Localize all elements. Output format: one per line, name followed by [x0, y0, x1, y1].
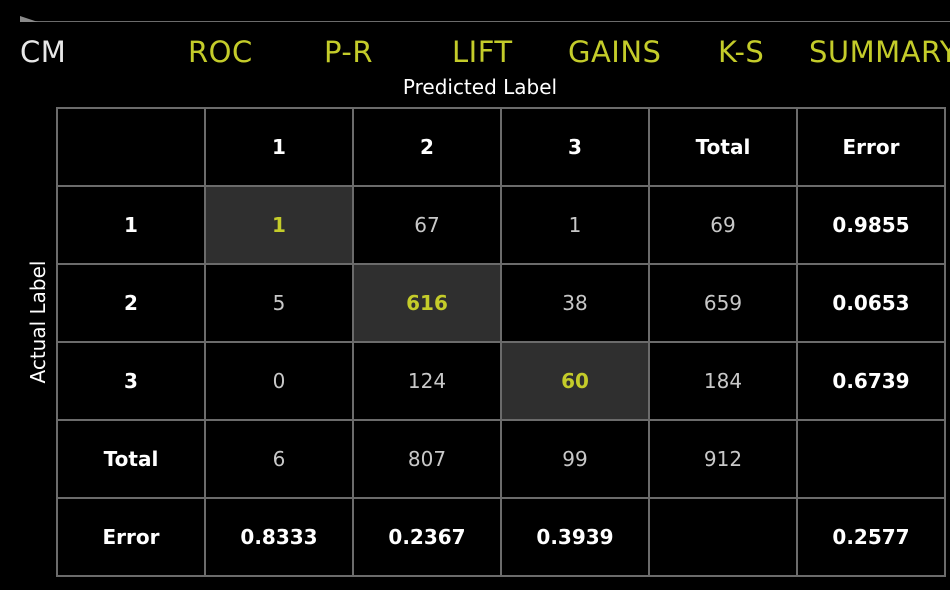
matrix-total-row: Total 6 807 99 912 — [56, 419, 946, 499]
total-cell: 807 — [352, 419, 502, 499]
row-label: 3 — [56, 341, 206, 421]
tab-bar: CM ROC P-R LIFT GAINS K-S SUMMARY — [0, 30, 950, 74]
matrix-cell: 38 — [500, 263, 650, 343]
header-cell: 1 — [204, 107, 354, 187]
matrix-row: 1 1 67 1 69 0.9855 — [56, 185, 946, 265]
row-label: 2 — [56, 263, 206, 343]
matrix-row: 3 0 124 60 184 0.6739 — [56, 341, 946, 421]
header-cell: Error — [796, 107, 946, 187]
matrix-cell: 67 — [352, 185, 502, 265]
error-cell: 0.9855 — [796, 185, 946, 265]
actual-label-text: Actual Label — [26, 260, 50, 384]
diagonal-cell: 60 — [500, 341, 650, 421]
matrix-error-row: Error 0.8333 0.2367 0.3939 0.2577 — [56, 497, 946, 577]
empty-cell — [796, 419, 946, 499]
confusion-matrix: 1 2 3 Total Error 1 1 67 1 69 0.9855 2 5… — [56, 107, 946, 577]
tab-gains[interactable]: GAINS — [568, 35, 662, 69]
matrix-cell: 5 — [204, 263, 354, 343]
error-cell: 0.2367 — [352, 497, 502, 577]
corner-marker — [20, 16, 38, 22]
row-label: Total — [56, 419, 206, 499]
header-cell: 2 — [352, 107, 502, 187]
tab-roc[interactable]: ROC — [188, 35, 253, 69]
tab-p-r[interactable]: P-R — [324, 35, 373, 69]
matrix-cell: 1 — [500, 185, 650, 265]
row-label: 1 — [56, 185, 206, 265]
header-cell: Total — [648, 107, 798, 187]
tab-lift[interactable]: LIFT — [452, 35, 513, 69]
error-cell: 0.3939 — [500, 497, 650, 577]
diagonal-cell: 616 — [352, 263, 502, 343]
total-cell: 184 — [648, 341, 798, 421]
diagonal-cell: 1 — [204, 185, 354, 265]
tab-summary[interactable]: SUMMARY — [809, 35, 950, 69]
overall-error-cell: 0.2577 — [796, 497, 946, 577]
error-cell: 0.8333 — [204, 497, 354, 577]
header-corner-cell — [56, 107, 206, 187]
matrix-header-row: 1 2 3 Total Error — [56, 107, 946, 187]
empty-cell — [648, 497, 798, 577]
matrix-cell: 124 — [352, 341, 502, 421]
error-cell: 0.0653 — [796, 263, 946, 343]
matrix-cell: 0 — [204, 341, 354, 421]
matrix-row: 2 5 616 38 659 0.0653 — [56, 263, 946, 343]
row-label: Error — [56, 497, 206, 577]
tab-cm[interactable]: CM — [20, 35, 67, 69]
tab-k-s[interactable]: K-S — [718, 35, 765, 69]
predicted-label-axis-title: Predicted Label — [402, 75, 558, 99]
header-cell: 3 — [500, 107, 650, 187]
top-divider — [20, 21, 950, 22]
total-cell: 99 — [500, 419, 650, 499]
grand-total-cell: 912 — [648, 419, 798, 499]
total-cell: 69 — [648, 185, 798, 265]
total-cell: 6 — [204, 419, 354, 499]
total-cell: 659 — [648, 263, 798, 343]
error-cell: 0.6739 — [796, 341, 946, 421]
